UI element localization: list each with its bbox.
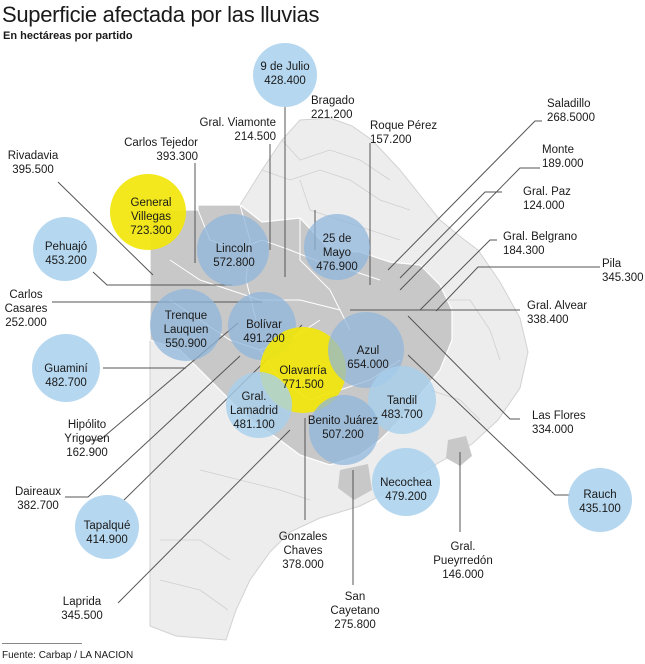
label-benito-juarez: Benito Juárez 507.200 (307, 415, 379, 441)
circle-lincoln (197, 214, 269, 286)
circle-tapalque (75, 495, 139, 559)
label-gral-lamadrid: Gral. Lamadrid 481.100 (230, 391, 278, 431)
circle-necochea (372, 448, 440, 516)
label-laprida: Laprida 345.500 (61, 596, 103, 622)
leader-gral-belgrano (419, 239, 497, 311)
circle-guamini (32, 334, 100, 402)
map-subtitle: En hectáreas por partido (3, 30, 133, 42)
north-borders (159, 139, 501, 611)
circle-general-villegas (110, 174, 186, 250)
label-monte: Monte 189.000 (542, 144, 584, 170)
circle-tandil (368, 366, 436, 434)
leader-las-flores (407, 315, 520, 420)
label-bragado: Bragado 221.200 (311, 95, 355, 121)
label-gral-belgrano: Gral. Belgrano 184.300 (503, 231, 578, 257)
label-hipolito-yrigoyen: Hipólito Yrigoyen 162.900 (64, 419, 110, 459)
label-san-cayetano: San Cayetano 275.800 (330, 591, 380, 631)
leader-saladillo (387, 120, 542, 271)
label-roque-perez: Roque Pérez 157.200 (370, 120, 438, 146)
san-cayetano-region (338, 464, 372, 500)
label-guamini: Guaminí 482.700 (44, 363, 88, 389)
map-title: Superficie afectada por las lluvias (2, 2, 320, 27)
label-gral-viamonte: Gral. Viamonte 214.500 (199, 117, 277, 143)
label-carlos-casares: Carlos Casares 252.000 (4, 289, 48, 329)
leader-pila (435, 266, 600, 312)
leader-laprida (117, 429, 291, 604)
label-pehuajo: Pehuajó 453.200 (44, 241, 88, 267)
label-rivadavia: Rivadavia 395.500 (7, 150, 59, 176)
circle-gral-lamadrid (226, 372, 292, 438)
label-las-flores: Las Flores 334.000 (532, 410, 586, 436)
label-general-villegas: General Villegas 723.300 (130, 197, 172, 237)
circle-trenque-lauquen (150, 289, 222, 361)
source-credit: Fuente: Carbap / LA NACION (2, 650, 134, 661)
label-rauch: Rauch 435.100 (579, 489, 621, 515)
leader-rivadavia (57, 181, 154, 276)
label-tapalque: Tapalqué 414.900 (83, 520, 131, 546)
label-25-de-mayo: 25 de Mayo 476.900 (316, 233, 358, 273)
leader-rauch (407, 354, 570, 496)
label-necochea: Necochea 479.200 (380, 477, 432, 503)
label-saladillo: Saladillo 268.5000 (547, 98, 595, 124)
leader-lines (52, 107, 600, 604)
leader-monte (399, 167, 540, 291)
label-carlos-tejedor: Carlos Tejedor 393.300 (124, 137, 198, 163)
label-azul: Azul 654.000 (347, 345, 389, 371)
label-gonzales-chaves: Gonzales Chaves 378.000 (278, 531, 328, 571)
pueyrredon-region (446, 436, 472, 466)
source-divider (2, 643, 82, 644)
label-pila: Pila 345.300 (602, 258, 644, 284)
circles (32, 43, 632, 559)
circle-25-de-mayo (304, 214, 370, 280)
label-gral-paz: Gral. Paz 124.000 (523, 186, 571, 212)
circle-azul (328, 312, 404, 388)
label-tandil: Tandil 483.700 (381, 395, 423, 421)
circle-9-de-julio (253, 43, 317, 107)
label-9-de-julio: 9 de Julio 428.400 (260, 61, 310, 87)
leader-pehuajo (92, 271, 232, 286)
label-bolivar: Bolívar 491.200 (243, 319, 285, 345)
leader-daireaux (65, 355, 241, 498)
circle-rauch (568, 468, 632, 532)
leader-gral-paz (399, 191, 502, 279)
circle-benito-juarez (309, 395, 379, 465)
leader-hipolito-yrigoyen (87, 322, 239, 441)
label-trenque-lauquen: Trenque Lauquen 550.900 (163, 310, 209, 350)
label-daireaux: Daireaux 382.700 (14, 486, 62, 512)
label-gral-alvear: Gral. Alvear 338.400 (527, 300, 588, 326)
label-gral-pueyrredon: Gral. Pueyrredón 146.000 (433, 541, 493, 581)
label-olavarria: Olavarría 771.500 (279, 365, 327, 391)
circle-pehuajo (33, 217, 97, 281)
label-lincoln: Lincoln 572.800 (213, 243, 255, 269)
